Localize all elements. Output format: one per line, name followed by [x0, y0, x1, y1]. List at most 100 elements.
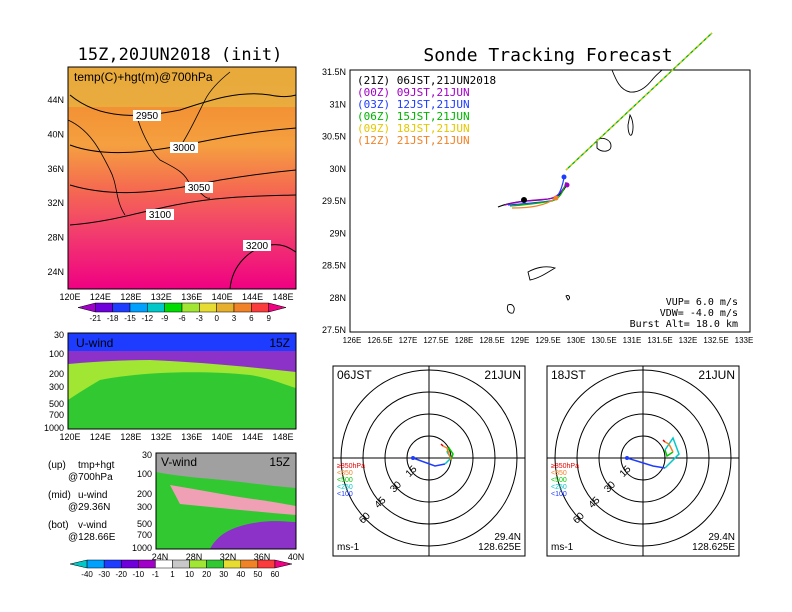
- v-wind-label: V-wind: [161, 455, 197, 469]
- tracking-lat-ticks: 31.5N 31N 30.5N 30N 29.5N 29N 28.5N 28N 27.5N: [322, 67, 346, 335]
- u-wind-upper-band: [68, 333, 296, 351]
- pressure-level-tick: 30: [142, 450, 152, 460]
- tracking-lat-tick: 28N: [329, 293, 346, 303]
- map-colorbar-swatch: [95, 302, 113, 313]
- height-contour-2950: [69, 93, 297, 116]
- map-lon-tick: 140E: [212, 292, 233, 302]
- tracking-lon-ticks: 126E 126.5E 127E 127.5E 128E 128.5E 129E 129.5E…: [343, 336, 754, 345]
- tracking-lat-tick: 31N: [329, 99, 346, 109]
- v-lat-tick: 32N: [220, 552, 237, 562]
- tracking-lon-tick: 127.5E: [423, 336, 448, 345]
- pressure-level-tick: 300: [49, 382, 64, 392]
- hodograph-level-legend: <250: [337, 484, 353, 491]
- tracking-lon-tick: 128E: [455, 336, 474, 345]
- tracking-legend-entry: (06Z) 15JST,21JUN: [357, 110, 470, 123]
- tracking-lat-tick: 30N: [329, 164, 346, 174]
- map-lon-tick: 120E: [59, 292, 80, 302]
- tracking-map: [349, 32, 751, 333]
- landing-point-21jst: [553, 195, 559, 201]
- hodograph-time: 06JST: [337, 368, 372, 382]
- v-wind-panel: [155, 452, 297, 550]
- tracking-lon-tick: 128.5E: [479, 336, 504, 345]
- wind-colorbar-swatch: [223, 559, 242, 569]
- hodograph-right: 18JST 21JUN15304560≥850hPa<850<500<250<10…: [546, 365, 740, 557]
- tracking-lat-tick: 30.5N: [322, 132, 346, 142]
- map-lat-tick: 40N: [47, 129, 64, 139]
- v-wind-frame: [155, 452, 297, 550]
- coastline: [67, 71, 231, 216]
- wind-colorbar-label: -10: [133, 570, 145, 579]
- u-lon-tick: 148E: [272, 432, 293, 442]
- tracking-lon-tick: 130.5E: [591, 336, 616, 345]
- u-lon-tick: 140E: [212, 432, 233, 442]
- u-wind-frame: [67, 332, 297, 430]
- wind-colorbar-swatch: [189, 559, 207, 569]
- wind-colorbar-label: -40: [81, 570, 93, 579]
- pressure-level-tick: 200: [49, 369, 64, 379]
- hodograph-unit: ms-1: [551, 542, 574, 553]
- tracking-legend-entry: (21Z) 06JST,21JUN2018: [357, 74, 496, 87]
- note-location: @700hPa: [68, 472, 113, 483]
- contour-label-bg: [146, 209, 174, 220]
- note-prefix: (up): [48, 460, 66, 471]
- map-colorbar-swatch: [233, 302, 252, 313]
- island-tanegashima: [627, 113, 634, 136]
- u-lon-tick: 120E: [59, 432, 80, 442]
- tracking-legend-entry: (03Z) 12JST,21JUN: [357, 98, 470, 111]
- hodograph-trace: [664, 449, 674, 458]
- height-contour-3100: [69, 194, 297, 226]
- hodograph-trace: [412, 457, 446, 467]
- contour-label-bg: [185, 182, 213, 193]
- map-colorbar-swatch: [268, 302, 287, 313]
- hodograph-date: 21JUN: [698, 368, 735, 382]
- map-colorbar-label: -3: [196, 314, 204, 323]
- hodograph-trace: [626, 457, 666, 469]
- wind-colorbar-label: -1: [152, 570, 160, 579]
- wind-colorbar-swatch: [86, 559, 105, 569]
- map-colorbar-label: 0: [214, 314, 219, 323]
- hodograph-origin-marker: [411, 456, 415, 460]
- note-field: tmp+hgt: [78, 460, 115, 471]
- wind-colorbar-swatch: [155, 559, 173, 569]
- hodograph-level-legend: ≥850hPa: [337, 463, 365, 470]
- map-colorbar-label: -6: [178, 314, 186, 323]
- map-lon-tick: 136E: [181, 292, 202, 302]
- contour-label-3000: 3000: [173, 143, 196, 154]
- u-lon-tick: 136E: [181, 432, 202, 442]
- v-wind-time: 15Z: [269, 455, 290, 469]
- hodograph-level-legend: <850: [337, 470, 353, 477]
- u-wind-panel: [67, 332, 297, 430]
- u-lon-tick: 144E: [242, 432, 263, 442]
- tracking-legend-entry: (09Z) 18JST,21JUN: [357, 122, 470, 135]
- contour-label-3050: 3050: [188, 183, 211, 194]
- v-lat-tick: 24N: [152, 552, 169, 562]
- hodograph-lon: 128.625E: [478, 542, 521, 553]
- map-colorbar-swatch: [112, 302, 131, 313]
- v-wind-purple-region: [210, 521, 296, 549]
- pressure-level-tick: 500: [137, 519, 152, 529]
- pressure-level-tick: 700: [137, 530, 152, 540]
- pressure-level-tick: 1000: [132, 543, 152, 553]
- hodograph-level-legend: <500: [551, 477, 567, 484]
- map-lon-tick: 124E: [90, 292, 111, 302]
- map-colorbar: -21 -18 -15 -12 -9 -6 -3 0 3 6 9: [77, 302, 287, 323]
- note-location: @128.66E: [68, 532, 116, 543]
- u-wind-time: 15Z: [269, 336, 290, 350]
- wind-colorbar-swatch: [240, 559, 259, 569]
- hodograph-trace: [442, 445, 452, 461]
- map-colorbar-label: 3: [232, 314, 237, 323]
- map-lat-tick: 32N: [47, 198, 64, 208]
- tracking-lon-tick: 131.5E: [647, 336, 672, 345]
- map-lat-tick: 44N: [47, 95, 64, 105]
- u-lon-ticks: 120E 124E 128E 132E 136E 140E 144E 148E: [59, 432, 293, 442]
- map-lon-tick: 132E: [151, 292, 172, 302]
- map-colorbar-swatch: [77, 302, 96, 313]
- map-colorbar-swatch: [216, 302, 235, 313]
- map-colorbar-swatch: [147, 302, 165, 313]
- pressure-level-tick: 100: [137, 469, 152, 479]
- pressure-level-tick: 30: [54, 330, 64, 340]
- tracking-lon-tick: 133E: [735, 336, 754, 345]
- u-wind-green-region: [68, 372, 296, 429]
